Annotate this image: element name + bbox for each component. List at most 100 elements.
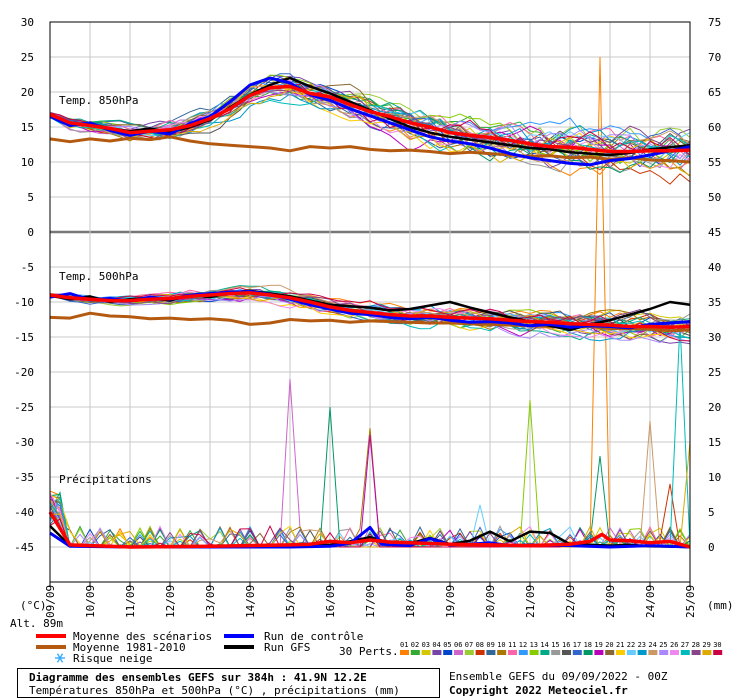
- perturbation-legend-id: 07: [465, 641, 473, 649]
- right-axis-unit: (mm): [707, 599, 734, 612]
- plot-frame: [49, 21, 691, 583]
- perturbation-20-t850-line: [49, 81, 691, 158]
- y-tick-left: -35: [14, 471, 34, 484]
- perturbation-legend-id: 18: [584, 641, 592, 649]
- y-tick-right: 50: [708, 191, 721, 204]
- perturbation-legend-swatch: [497, 650, 507, 655]
- legend: Moyenne des scénarios Moyenne 1981-2010 …: [36, 630, 723, 665]
- perturbation-legend-id: 20: [605, 641, 613, 649]
- perturbation-legend-swatch: [594, 650, 604, 655]
- perturbation-legend-id: 06: [454, 641, 462, 649]
- perturbation-legend-id: 09: [486, 641, 494, 649]
- panel-label-precip: Précipitations: [59, 473, 152, 486]
- perturbation-legend-id: 15: [551, 641, 559, 649]
- perturbation-27-t850-line: [49, 97, 691, 155]
- y-tick-left: 15: [21, 121, 34, 134]
- perturbation-legend-swatch: [583, 650, 593, 655]
- perturbation-legend-swatch: [659, 650, 669, 655]
- perturbation-legend-id: 04: [432, 641, 440, 649]
- perturbation-legend-swatch: [518, 650, 528, 655]
- y-tick-right: 30: [708, 331, 721, 344]
- perturbation-legend-swatch: [421, 650, 431, 655]
- perturbation-legend-swatch: [702, 650, 712, 655]
- x-tick-label: 13/09: [204, 585, 217, 618]
- y-tick-left: -15: [14, 331, 34, 344]
- chart-axes: 302520151050-5-10-15-20-25-30-35-40-4575…: [14, 16, 721, 618]
- y-tick-right: 0: [708, 541, 715, 554]
- perturbation-legend-id: 29: [702, 641, 710, 649]
- series-mean-t500-line: [49, 291, 691, 329]
- perturbation-legend-swatch: [626, 650, 636, 655]
- perturbation-legend-id: 08: [476, 641, 484, 649]
- perturbation-legend-swatch: [562, 650, 571, 655]
- panel-label-500: Temp. 500hPa: [59, 270, 138, 283]
- perturbation-legend-id: 27: [681, 641, 689, 649]
- legend-label-gfs: Run GFS: [264, 641, 310, 654]
- perturbation-legend-id: 14: [540, 641, 548, 649]
- y-tick-left: 10: [21, 156, 34, 169]
- legend-label-control: Run de contrôle: [264, 630, 363, 643]
- y-tick-right: 35: [708, 296, 721, 309]
- perturbation-legend-id: 03: [422, 641, 430, 649]
- legend-label-mean: Moyenne des scénarios: [73, 630, 212, 643]
- perturbation-legend-id: 26: [670, 641, 678, 649]
- legend-label-climate: Moyenne 1981-2010: [73, 641, 186, 654]
- y-tick-right: 40: [708, 261, 721, 274]
- perturbation-legend-swatch: [551, 650, 561, 655]
- perturbation-legend-id: 17: [573, 641, 581, 649]
- perturbation-legend-swatch: [432, 650, 442, 655]
- run-info: Ensemble GEFS du 09/09/2022 - 00Z: [449, 670, 668, 683]
- perturbation-legend-swatch: [637, 650, 647, 655]
- perturbation-legend-id: 30: [713, 641, 721, 649]
- y-tick-right: 60: [708, 121, 721, 134]
- x-tick-label: 12/09: [164, 585, 177, 618]
- footer-title: Diagramme des ensembles GEFS sur 384h : …: [29, 671, 367, 684]
- perturbations-count: 30 Perts.: [339, 645, 399, 658]
- perturbation-legend-swatch: [691, 650, 701, 655]
- perturbation-legend-swatch: [713, 650, 723, 655]
- x-tick-label: 20/09: [484, 585, 497, 618]
- perturbation-legend-id: 12: [519, 641, 527, 649]
- perturbation-legend-id: 25: [659, 641, 667, 649]
- snowflake-icon: [55, 653, 65, 663]
- x-tick-label: 14/09: [244, 585, 257, 618]
- series-mean-precip-line: [48, 511, 691, 549]
- perturbation-legend-id: 11: [508, 641, 516, 649]
- perturbation-legend-swatch: [508, 650, 517, 655]
- y-tick-left: -20: [14, 366, 34, 379]
- series-mean-t850-line: [49, 84, 691, 154]
- y-tick-right: 45: [708, 226, 721, 239]
- perturbation-legend-swatch: [680, 650, 690, 655]
- x-tick-label: 16/09: [324, 585, 337, 618]
- x-tick-label: 19/09: [444, 585, 457, 618]
- perturbation-legend-swatch: [464, 650, 474, 655]
- y-tick-left: -10: [14, 296, 34, 309]
- perturbation-legend-id: 23: [638, 641, 646, 649]
- y-tick-right: 5: [708, 506, 715, 519]
- perturbation-legend-swatch: [443, 650, 453, 655]
- perturbation-legend-id: 02: [411, 641, 419, 649]
- legend-label-snow: Risque neige: [73, 652, 152, 665]
- ensemble-chart: 302520151050-5-10-15-20-25-30-35-40-4575…: [10, 16, 734, 665]
- perturbation-legend-id: 13: [530, 641, 538, 649]
- x-tick-label: 17/09: [364, 585, 377, 618]
- y-tick-left: 20: [21, 86, 34, 99]
- y-tick-left: -30: [14, 436, 34, 449]
- perturbation-legend-id: 22: [627, 641, 635, 649]
- y-tick-right: 70: [708, 51, 721, 64]
- y-tick-right: 65: [708, 86, 721, 99]
- x-tick-label: 18/09: [404, 585, 417, 618]
- y-tick-left: -45: [14, 541, 34, 554]
- perturbation-legend-id: 28: [692, 641, 700, 649]
- y-tick-left: 0: [27, 226, 34, 239]
- perturbation-legend-swatch: [410, 650, 420, 655]
- perturbation-legend-swatch: [670, 650, 679, 655]
- perturbation-legend-swatch: [572, 650, 582, 655]
- x-tick-label: 09/09: [44, 585, 57, 618]
- x-tick-label: 21/09: [524, 585, 537, 618]
- left-axis-unit: (°C): [20, 599, 47, 612]
- perturbation-legend-swatch: [454, 650, 463, 655]
- perturbation-legend-id: 10: [497, 641, 505, 649]
- panel-label-850: Temp. 850hPa: [59, 94, 138, 107]
- x-tick-label: 24/09: [644, 585, 657, 618]
